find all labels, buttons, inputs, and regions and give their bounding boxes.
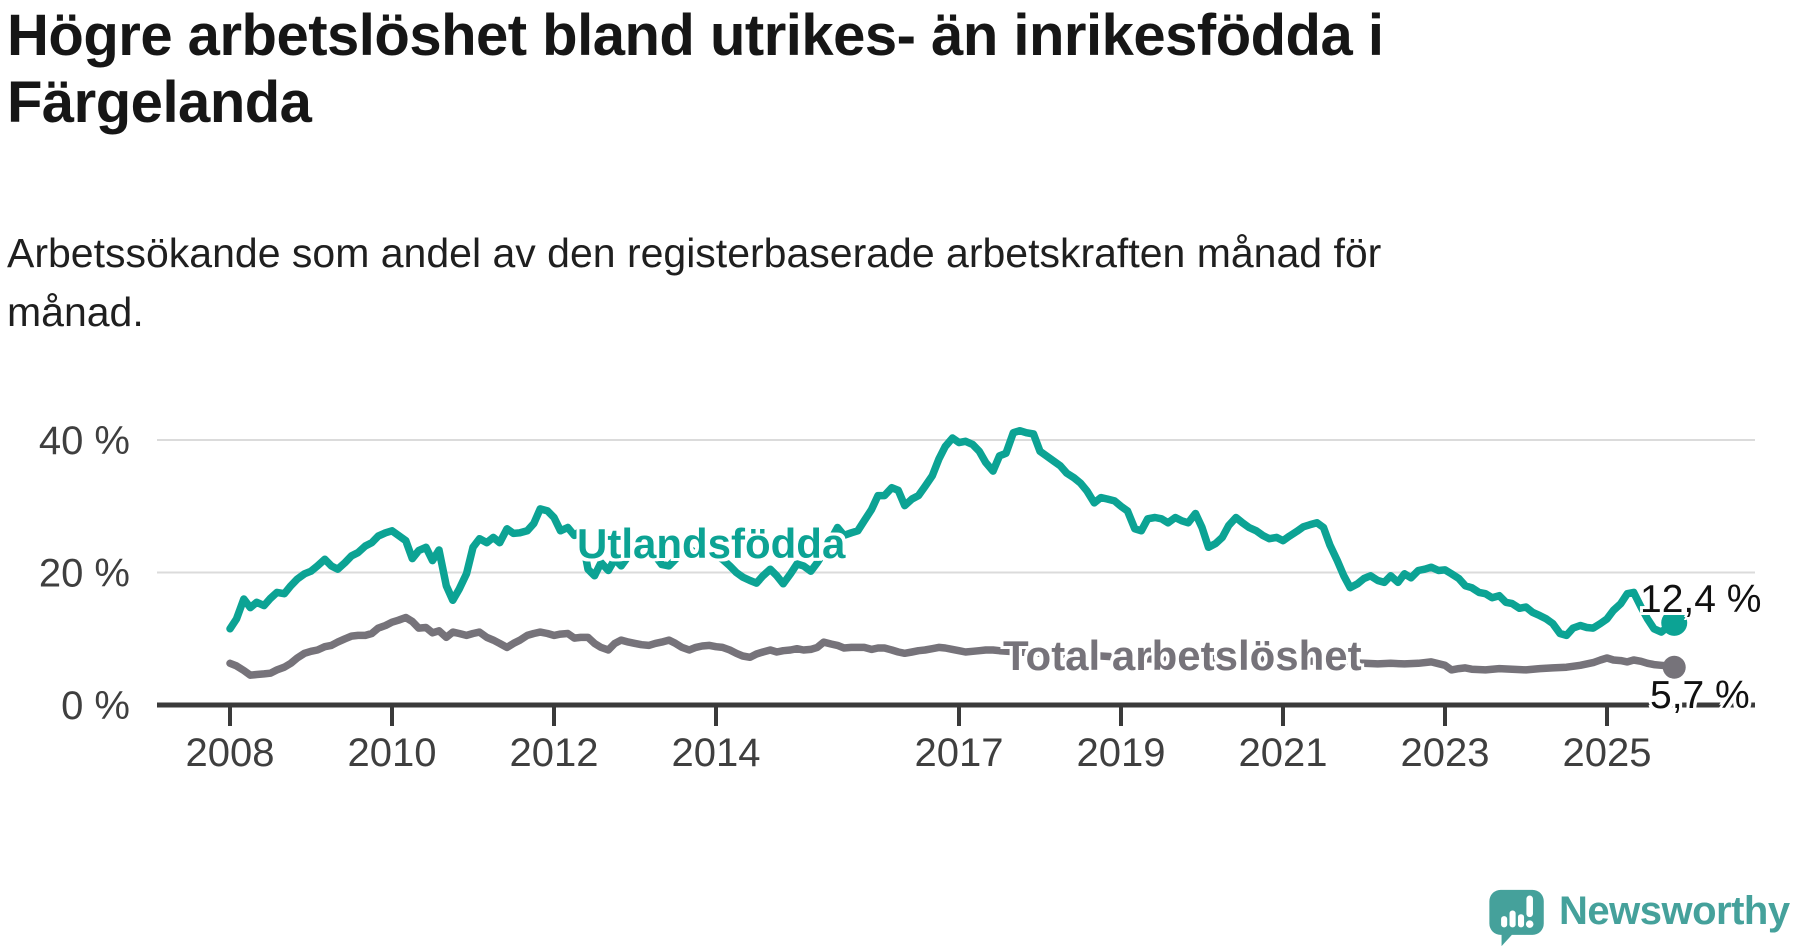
title-line-1: Högre arbetslöshet bland utrikes- än inr… [7,3,1384,68]
end-value-label-total: 5,7 % [1650,674,1750,717]
x-tick-label-2012: 2012 [510,731,599,775]
chart-subtitle: Arbetssökande som andel av den registerb… [7,224,1727,342]
series-label-utlandsfodda: Utlandsfödda [577,520,846,567]
y-tick-label-40: 40 % [39,419,130,463]
end-value-label-utlandsfodda: 12,4 % [1640,578,1762,621]
title-line-2: Färgelanda [7,70,312,135]
subtitle-line-1: Arbetssökande som andel av den registerb… [7,230,1382,276]
series-line-utlandsfodda [226,426,1678,640]
x-tick-label-2010: 2010 [348,731,437,775]
newsworthy-speech-bubble-chart-icon [1489,889,1544,947]
x-tick-label-2023: 2023 [1401,731,1490,775]
x-tick-label-2008: 2008 [186,731,275,775]
x-tick-label-2019: 2019 [1077,731,1166,775]
x-tick-label-2025: 2025 [1563,731,1652,775]
newsworthy-logo: Newsworthy [1489,888,1790,948]
x-tick-label-2014: 2014 [672,731,761,775]
subtitle-line-2: månad. [7,289,144,335]
page-title: Högre arbetslöshet bland utrikes- än inr… [7,2,1727,136]
y-tick-label-20: 20 % [39,552,130,596]
y-tick-label-0: 0 % [61,684,130,728]
series-end-dot-total [1662,655,1686,679]
series-label-total: Total arbetslöshet [1003,632,1362,679]
series-line-total [226,613,1678,679]
series-end-dot-utlandsfodda [1661,609,1688,636]
newsworthy-logo-text: Newsworthy [1559,888,1790,933]
x-tick-label-2017: 2017 [915,731,1004,775]
x-tick-label-2021: 2021 [1239,731,1328,775]
